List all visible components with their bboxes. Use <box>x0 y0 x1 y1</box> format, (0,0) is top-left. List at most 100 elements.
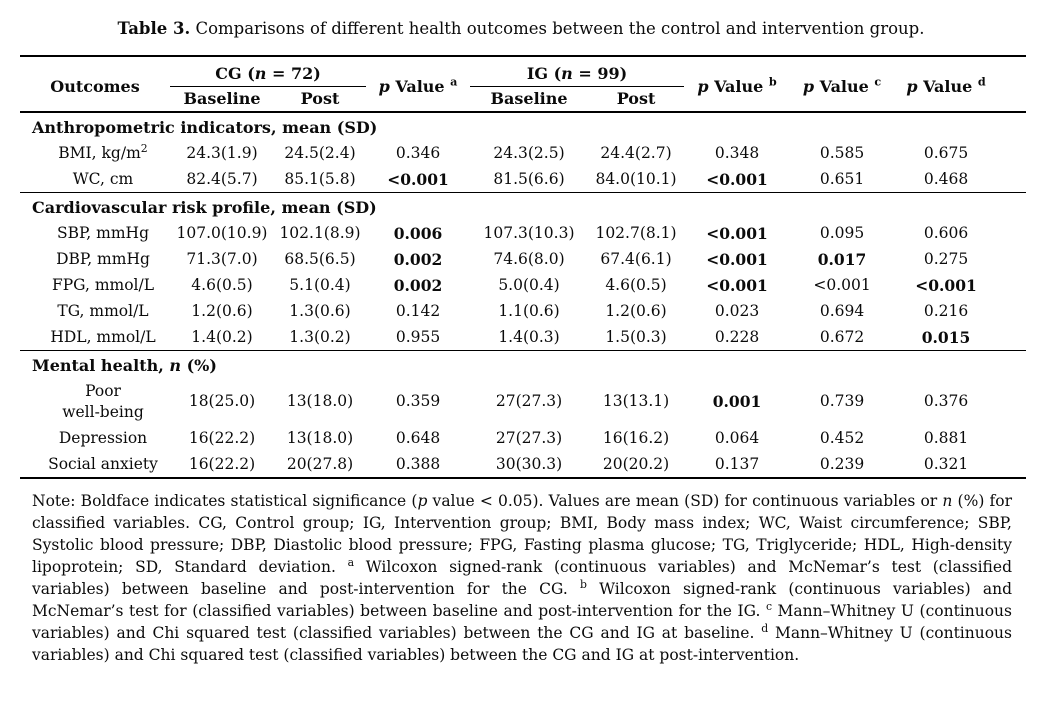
cell: 0.321 <box>923 454 969 473</box>
table-row: BMI, kg/m2 24.3(1.9) 24.5(2.4) 0.346 24.3(2.… <box>20 140 1026 166</box>
cell: <0.001 <box>706 275 768 295</box>
cell: <0.001 <box>813 275 871 294</box>
cell: 0.651 <box>819 169 865 188</box>
cell: 0.346 <box>395 143 441 162</box>
cell: 24.5(2.4) <box>284 143 356 162</box>
table-note: Note: Boldface indicates statistical sig… <box>32 492 1013 664</box>
cell: 18(25.0) <box>188 392 256 410</box>
section-row: Cardiovascular risk profile, mean (SD) <box>20 192 1027 220</box>
col-header-p-value-c: p Value c <box>802 74 882 96</box>
cell: 20(20.2) <box>602 454 670 473</box>
cell: <0.001 <box>387 169 449 189</box>
cell: 71.3(7.0) <box>186 249 258 268</box>
table-caption: Table 3. Comparisons of different health… <box>117 19 925 38</box>
cell: 24.4(2.7) <box>600 143 672 162</box>
cell: 1.5(0.3) <box>605 327 667 346</box>
cell: <0.001 <box>915 275 977 295</box>
section-row: Anthropometric indicators, mean (SD) <box>20 111 1027 140</box>
table-row: TG, mmol/L 1.2(0.6) 1.3(0.6) 0.142 1.1(0.6) 1… <box>20 298 1026 324</box>
cell: 107.0(10.9) <box>176 223 268 242</box>
cell: 107.3(10.3) <box>483 223 575 242</box>
cell: 16(22.2) <box>188 454 256 473</box>
cell: 30(30.3) <box>495 454 563 473</box>
cell: 0.239 <box>819 454 865 473</box>
row-label: FPG, mmol/L <box>51 275 155 294</box>
row-label: BMI, kg/m2 <box>58 141 148 162</box>
cell: 1.2(0.6) <box>605 301 667 320</box>
col-header-ig-group: IG (n = 99) <box>470 56 685 87</box>
cell: 24.3(2.5) <box>493 143 565 162</box>
col-header-cg-group: CG (n = 72) <box>170 56 367 87</box>
row-label: HDL, mmol/L <box>50 327 156 346</box>
cell: 0.881 <box>923 428 969 447</box>
cell: 0.142 <box>395 301 441 320</box>
cell: 27(27.3) <box>495 428 563 447</box>
table-row: HDL, mmol/L 1.4(0.2) 1.3(0.2) 0.955 1.4(0.3)… <box>20 324 1026 351</box>
cell: <0.001 <box>706 249 768 269</box>
table-body: Anthropometric indicators, mean (SD) BMI,… <box>20 111 1027 478</box>
cell: 0.348 <box>714 143 760 162</box>
col-header-ig-post: Post <box>616 89 656 108</box>
cell: 4.6(0.5) <box>605 275 667 294</box>
row-label: DBP, mmHg <box>56 249 150 268</box>
cell: 84.0(10.1) <box>595 169 677 188</box>
table-row: Poor well-being 18(25.0) 13(18.0) 0.359 27(27… <box>20 378 1026 425</box>
cell: 20(27.8) <box>286 454 354 473</box>
row-label: Poor well-being <box>62 381 144 421</box>
cell: 102.7(8.1) <box>595 223 677 242</box>
cell: 4.6(0.5) <box>191 275 253 294</box>
cell: 0.694 <box>819 301 865 320</box>
row-label: WC, cm <box>72 169 134 188</box>
cell: 0.452 <box>819 428 865 447</box>
cell: 0.672 <box>819 327 865 346</box>
cell: 0.648 <box>395 428 441 447</box>
cell: 1.4(0.3) <box>498 327 560 346</box>
cell: 0.001 <box>712 392 762 411</box>
cell: 0.376 <box>923 392 969 410</box>
cell: 0.015 <box>921 327 971 347</box>
header-row-groups: Outcomes CG (n = 72) p Value a IG (n = 9… <box>20 56 1026 96</box>
cell: 85.1(5.8) <box>284 169 356 188</box>
cell: 0.137 <box>714 454 760 473</box>
cell: 1.3(0.2) <box>289 327 351 346</box>
cell: 0.606 <box>923 223 969 242</box>
cell: 0.064 <box>714 428 760 447</box>
cell: 0.585 <box>819 143 865 162</box>
cell: 0.275 <box>923 249 969 268</box>
outcomes-table: Outcomes CG (n = 72) p Value a IG (n = 9… <box>20 55 1027 479</box>
cell: 1.3(0.6) <box>289 301 351 320</box>
cell: 82.4(5.7) <box>186 169 258 188</box>
col-header-cg-post: Post <box>300 89 340 108</box>
table-row: WC, cm 82.4(5.7) 85.1(5.8) <0.001 81.5(6.6) 8… <box>20 166 1026 193</box>
section-row: Mental health, n (%) <box>20 350 1027 378</box>
cell: 5.1(0.4) <box>289 275 351 294</box>
cell: 13(13.1) <box>602 392 670 410</box>
cell: 1.2(0.6) <box>191 301 253 320</box>
table-row: DBP, mmHg 71.3(7.0) 68.5(6.5) 0.002 74.6(8.0… <box>20 246 1026 272</box>
cell: 13(18.0) <box>286 392 354 410</box>
table-row: FPG, mmol/L 4.6(0.5) 5.1(0.4) 0.002 5.0(0.4)… <box>20 272 1026 298</box>
table-row: SBP, mmHg 107.0(10.9) 102.1(8.9) 0.006 107.3… <box>20 220 1026 246</box>
row-label: TG, mmol/L <box>57 301 149 320</box>
col-header-p-value-b: p Value b <box>697 74 777 96</box>
cell: 81.5(6.6) <box>493 169 565 188</box>
cell: 67.4(6.1) <box>600 249 672 268</box>
cell: 0.216 <box>923 301 969 320</box>
cell: <0.001 <box>706 169 768 189</box>
row-label: Depression <box>58 428 148 447</box>
cell: 0.002 <box>393 249 443 269</box>
cell: 74.6(8.0) <box>493 249 565 268</box>
cell: 0.023 <box>714 301 760 320</box>
cell: 0.955 <box>395 327 441 346</box>
cell: 27(27.3) <box>495 392 563 410</box>
table-row: Social anxiety 16(22.2) 20(27.8) 0.388 30(30… <box>20 451 1026 478</box>
cell: 0.228 <box>714 327 760 346</box>
cell: 1.4(0.2) <box>191 327 253 346</box>
cell: <0.001 <box>706 223 768 243</box>
cell: 0.739 <box>819 392 865 410</box>
cell: 68.5(6.5) <box>284 249 356 268</box>
cell: 0.359 <box>395 392 441 410</box>
cell: 0.006 <box>393 223 443 243</box>
header-row-subcolumns: Baseline Post Baseline Post <box>20 87 1026 113</box>
